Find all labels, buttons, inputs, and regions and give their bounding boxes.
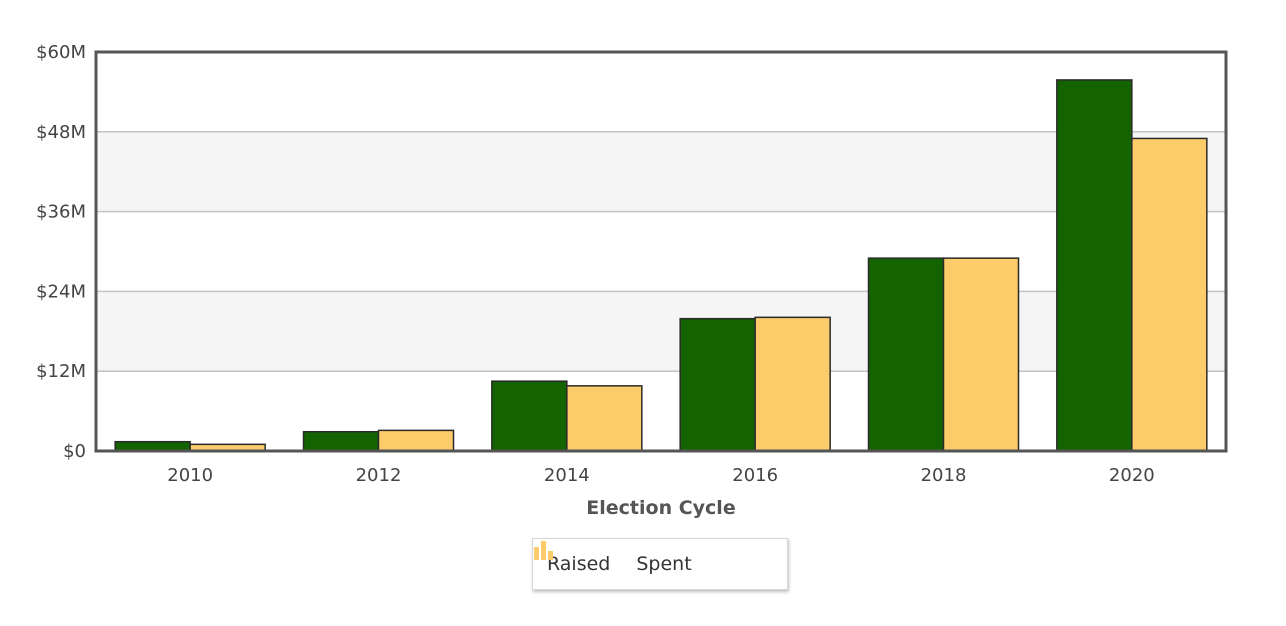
- bar-raised-2014: [491, 380, 568, 452]
- x-tick-label: 2020: [1109, 465, 1155, 486]
- y-tick-label: $48M: [36, 122, 86, 143]
- bar-raised-2018: [867, 257, 945, 452]
- legend-label-raised: Raised: [547, 553, 611, 575]
- x-tick-label: 2014: [544, 465, 590, 486]
- plot-frame: [94, 50, 1228, 453]
- bar-spent-2012: [377, 429, 455, 452]
- plot-band: [96, 131, 1226, 212]
- x-tick-label: 2018: [921, 465, 967, 486]
- legend-item-spent[interactable]: Spent: [534, 541, 692, 575]
- bar-chart-icon: [534, 541, 553, 560]
- chart-legend: Raised Spent: [532, 538, 788, 590]
- legend-label-spent: Spent: [636, 553, 692, 575]
- bar-spent-2020: [1131, 137, 1208, 452]
- bar-raised-2020: [1056, 79, 1133, 452]
- bar-raised-2016: [679, 317, 756, 452]
- bar-spent-2016: [754, 316, 831, 452]
- x-axis-title: Election Cycle: [586, 497, 735, 519]
- y-tick-label: $0: [63, 441, 86, 462]
- y-tick-label: $36M: [36, 202, 86, 223]
- legend-spent-bar-2: [541, 541, 546, 560]
- bar-raised-2012: [302, 430, 380, 452]
- bar-spent-2018: [942, 257, 1020, 452]
- x-tick-label: 2016: [732, 465, 778, 486]
- legend-spent-bar-3: [548, 551, 553, 560]
- y-tick-label: $12M: [36, 361, 86, 382]
- x-tick-label: 2010: [167, 465, 213, 486]
- plot-band: [96, 291, 1226, 372]
- legend-item-raised[interactable]: Raised: [534, 541, 611, 575]
- legend-spent-bar-1: [534, 547, 539, 560]
- x-tick-label: 2012: [356, 465, 402, 486]
- y-tick-label: $60M: [36, 42, 86, 63]
- bar-spent-2014: [566, 385, 643, 452]
- y-tick-label: $24M: [36, 281, 86, 302]
